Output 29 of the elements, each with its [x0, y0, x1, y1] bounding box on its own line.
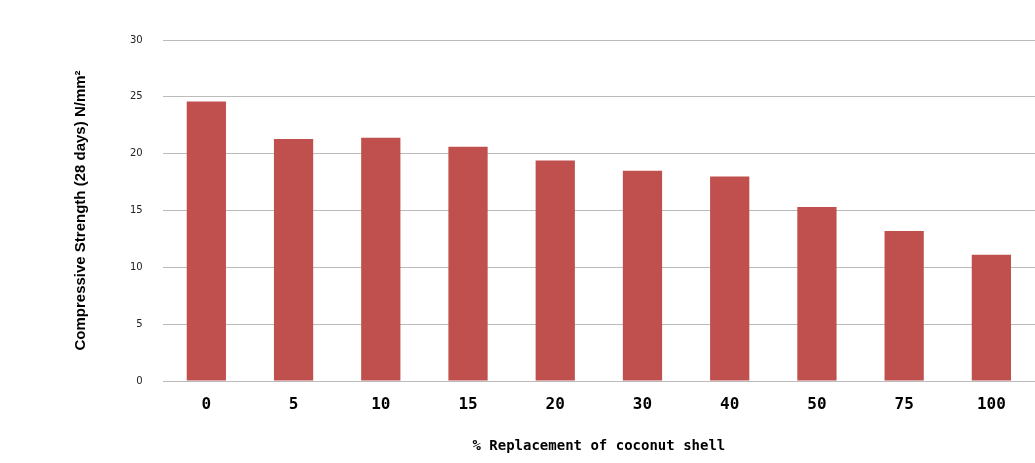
x-tick-label: 30	[632, 393, 653, 413]
x-tick-label: 0	[201, 393, 212, 413]
bar	[710, 176, 750, 381]
x-tick-label: 75	[894, 393, 914, 413]
x-axis-title: % Replacement of coconut shell	[472, 437, 726, 454]
x-tick-label: 15	[458, 393, 478, 413]
y-tick-label: 20	[129, 147, 143, 159]
bar	[535, 160, 575, 381]
x-tick-label: 50	[807, 393, 827, 413]
x-tick-label: 100	[976, 393, 1006, 413]
bar	[622, 170, 663, 381]
y-axis-title: Compressive Strength (28 days) N/mm²	[71, 70, 89, 351]
y-tick-label: 15	[129, 204, 143, 216]
x-tick-label: 40	[720, 393, 740, 413]
x-tick-label: 20	[545, 393, 565, 413]
bar	[797, 207, 837, 381]
y-tick-label: 25	[129, 90, 143, 102]
bar	[971, 254, 1012, 381]
bar	[361, 137, 401, 381]
x-tick-label: 5	[288, 393, 299, 413]
bar	[448, 146, 488, 381]
bar	[186, 101, 226, 381]
x-tick-label: 10	[371, 393, 391, 413]
y-tick-label: 5	[136, 317, 143, 329]
y-tick-label: 30	[129, 33, 143, 45]
bar	[884, 230, 924, 381]
bar	[273, 138, 314, 381]
y-tick-label: 0	[136, 374, 143, 386]
y-tick-label: 10	[129, 260, 143, 272]
